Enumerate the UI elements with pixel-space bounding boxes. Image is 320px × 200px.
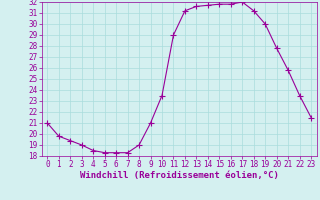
X-axis label: Windchill (Refroidissement éolien,°C): Windchill (Refroidissement éolien,°C) bbox=[80, 171, 279, 180]
